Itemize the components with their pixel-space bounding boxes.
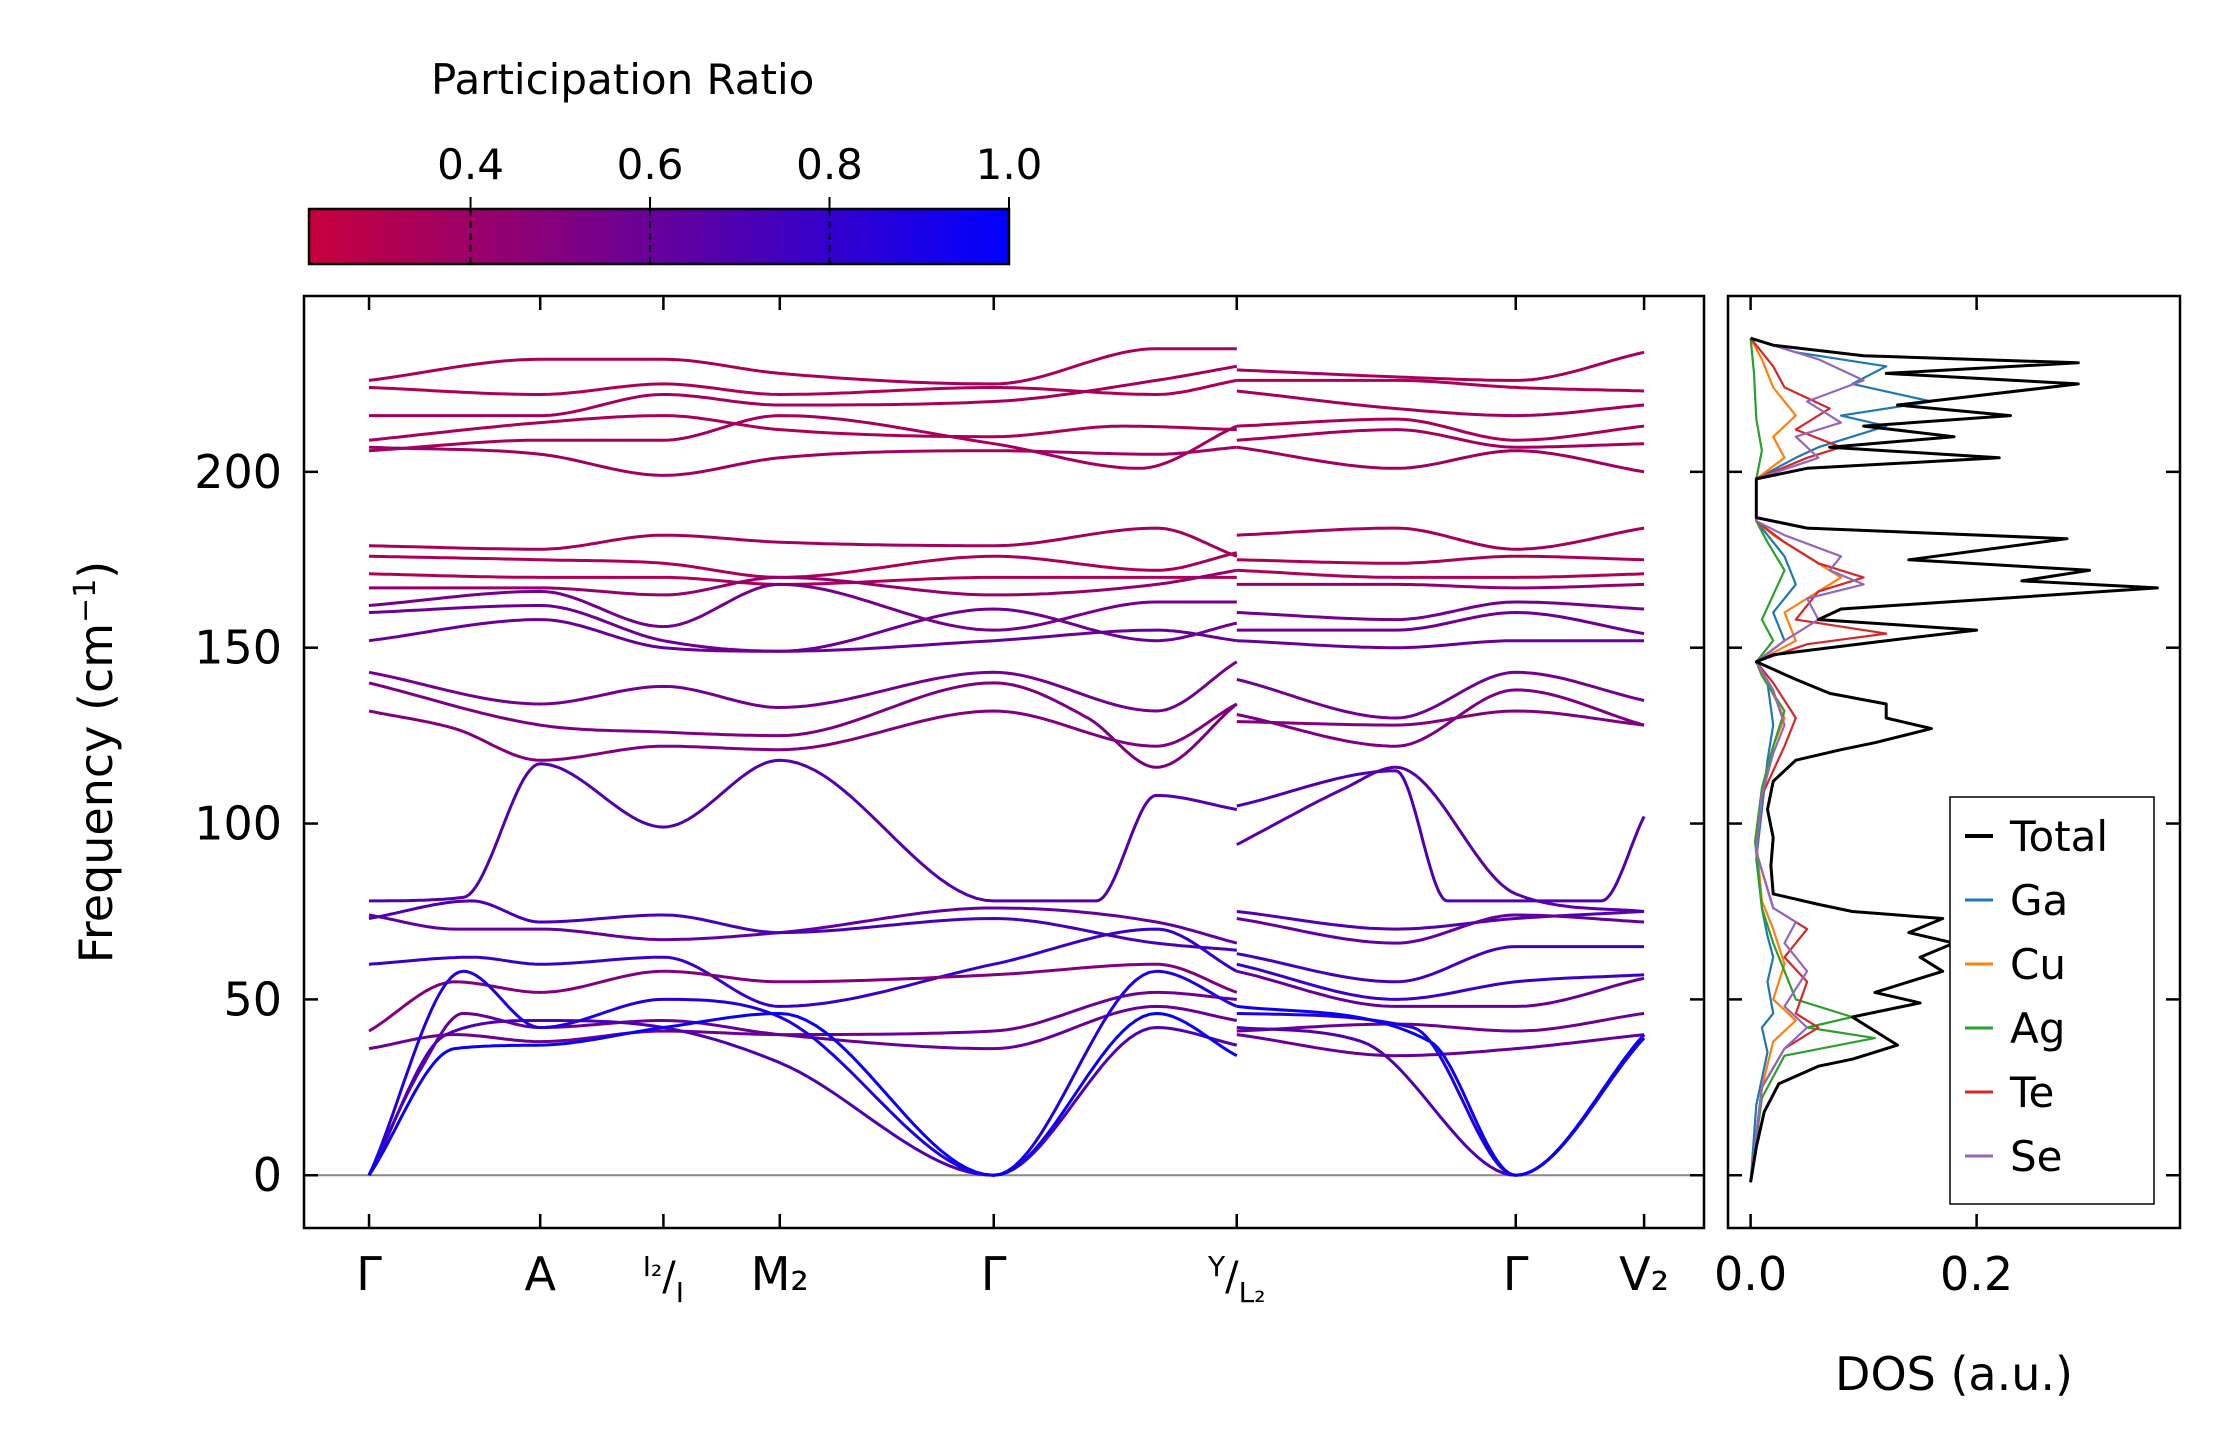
dos-axis-label: DOS (a.u.) bbox=[1835, 1347, 2073, 1401]
ylabel-base: Frequency (cm bbox=[69, 623, 123, 963]
phonon-band-line bbox=[368, 927, 1238, 1008]
phonon-band-line bbox=[1236, 1033, 1645, 1058]
kpath-axis: Γ A I₂/I M₂ Γ Y/L₂ Γ V₂ bbox=[356, 296, 1669, 1309]
phonon-band-line bbox=[368, 702, 1238, 762]
phonon-band-line bbox=[368, 526, 1238, 558]
phonon-band-line bbox=[1236, 1012, 1646, 1177]
frequency-tick-label: 100 bbox=[194, 797, 282, 851]
frequency-tick-label: 50 bbox=[223, 972, 282, 1026]
phonon-band-line bbox=[1236, 611, 1645, 636]
phonon-band-line bbox=[369, 364, 1238, 418]
phonon-band-line bbox=[368, 899, 1237, 952]
frequency-tick-label: 200 bbox=[194, 445, 282, 499]
dos-plot: 0.0 0.2 DOS (a.u.) Total Ga Cu Ag Te Se bbox=[1714, 294, 2182, 1401]
frequency-axis: 0 50 100 150 200 bbox=[194, 445, 1704, 1202]
phonon-band-line bbox=[368, 347, 1237, 386]
phonon-band-line bbox=[367, 1012, 1238, 1177]
phonon-band-line bbox=[1236, 568, 1645, 579]
phonon-band-line bbox=[369, 568, 1238, 597]
kpath-label: M₂ bbox=[751, 1247, 809, 1301]
phonon-band-line bbox=[1236, 670, 1645, 720]
phonon-band-line bbox=[368, 582, 1237, 632]
phonon-band-line bbox=[1236, 554, 1645, 565]
dos-curve-cu bbox=[1749, 337, 1843, 1183]
phonon-band-line bbox=[369, 758, 1238, 903]
kpath-label: Γ bbox=[981, 1247, 1007, 1301]
phonon-band-line bbox=[368, 660, 1238, 713]
frequency-axis-label: Frequency (cm−1) bbox=[68, 561, 124, 964]
phonon-band-line bbox=[1236, 417, 1645, 442]
dos-curve-se bbox=[1749, 337, 1865, 1183]
legend-label-cu: Cu bbox=[2010, 940, 2066, 989]
colorbar-tick-label: 0.6 bbox=[617, 140, 684, 189]
phonon-band-line bbox=[1236, 526, 1645, 551]
ylabel-close: ) bbox=[69, 561, 123, 579]
phonon-band-line bbox=[368, 414, 1238, 470]
dos-curve-total bbox=[1749, 336, 2159, 1183]
phonon-band-line bbox=[1236, 1012, 1645, 1033]
colorbar-title: Participation Ratio bbox=[431, 55, 814, 104]
colorbar-tick-label: 0.8 bbox=[796, 140, 863, 189]
colorbar-ticks: 0.4 0.6 0.8 1.0 bbox=[437, 140, 1042, 264]
phonon-band-line bbox=[1236, 582, 1645, 590]
phonon-band-line bbox=[368, 445, 1237, 477]
dos-tick-label: 0.0 bbox=[1714, 1247, 1787, 1301]
dos-plot-frame bbox=[1726, 294, 2182, 1230]
legend-label-ga: Ga bbox=[2010, 876, 2068, 925]
phonon-band-line bbox=[1236, 765, 1645, 913]
kpath-label: A bbox=[524, 1247, 556, 1301]
phonon-band-line bbox=[1236, 913, 1645, 945]
phonon-band-line bbox=[368, 962, 1238, 1033]
dos-curves bbox=[1749, 336, 2159, 1183]
legend-label-se: Se bbox=[2010, 1132, 2063, 1181]
colorbar-gradient bbox=[307, 207, 1011, 266]
colorbar: Participation Ratio 0.4 0.6 0.8 1.0 bbox=[307, 55, 1042, 266]
legend-label-ag: Ag bbox=[2010, 1004, 2065, 1053]
legend-frame bbox=[1949, 796, 2155, 1205]
colorbar-tick-label: 1.0 bbox=[976, 140, 1043, 189]
legend-label-total: Total bbox=[2009, 812, 2108, 861]
phonon-band-line bbox=[1236, 600, 1645, 622]
frequency-tick-label: 150 bbox=[194, 621, 282, 675]
phonon-band-line bbox=[1236, 962, 1645, 1001]
frequency-tick-label: 0 bbox=[253, 1148, 282, 1202]
kpath-label: Γ bbox=[1503, 1247, 1529, 1301]
band-plot-frame bbox=[302, 294, 1706, 1230]
phonon-band-line bbox=[368, 378, 1238, 396]
phonon-band-line bbox=[1236, 639, 1645, 650]
phonon-band-line bbox=[368, 414, 1237, 442]
phonon-band-line bbox=[368, 551, 1238, 579]
colorbar-tick-label: 0.4 bbox=[437, 140, 504, 189]
dos-axis: 0.0 0.2 bbox=[1714, 296, 2180, 1301]
kpath-label: V₂ bbox=[1619, 1247, 1669, 1301]
phonon-band-line bbox=[368, 906, 1238, 945]
phonon-band-line bbox=[1236, 389, 1645, 418]
dos-tick-label: 0.2 bbox=[1940, 1247, 2013, 1301]
kpath-label: I₂/I bbox=[643, 1250, 684, 1309]
phonon-band-line bbox=[1236, 969, 1645, 1008]
phonon-band-line bbox=[1236, 945, 1645, 984]
kpath-label: Γ bbox=[356, 1247, 382, 1301]
phonon-band-line bbox=[368, 681, 1238, 769]
phonon-band-line bbox=[1236, 378, 1645, 393]
phonon-band-line bbox=[367, 1019, 1238, 1177]
phonon-band-line bbox=[1236, 1004, 1646, 1177]
ylabel-sup: −1 bbox=[68, 579, 103, 623]
phonon-band-line bbox=[1236, 428, 1645, 449]
phonon-band-line bbox=[367, 969, 1238, 1177]
legend-label-te: Te bbox=[2009, 1068, 2054, 1117]
phonon-band-line bbox=[1236, 769, 1646, 903]
phonon-band-line bbox=[368, 990, 1237, 1051]
phonon-band-line bbox=[368, 604, 1238, 653]
band-structure-plot: 0 50 100 150 200 Γ A I₂/I M₂ Γ Y/L₂ Γ V₂ Frequency … bbox=[68, 294, 1706, 1309]
phonon-band-line bbox=[1236, 350, 1645, 382]
dos-legend: Total Ga Cu Ag Te Se bbox=[1949, 796, 2155, 1205]
phonon-band-line bbox=[1236, 445, 1645, 474]
phonon-band-line bbox=[1236, 910, 1645, 931]
phonon-band-line bbox=[1236, 709, 1645, 727]
phonon-band-line bbox=[368, 618, 1238, 653]
kpath-label: Y/L₂ bbox=[1207, 1250, 1265, 1309]
phonon-bands bbox=[367, 347, 1646, 1177]
